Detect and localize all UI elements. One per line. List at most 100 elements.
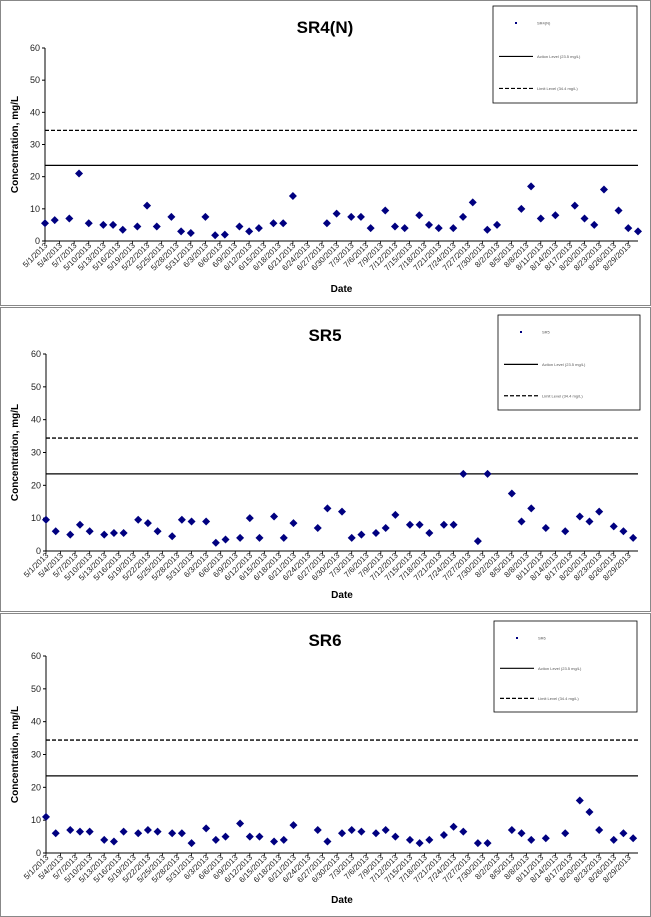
data-point [221, 535, 230, 544]
data-point [449, 822, 458, 831]
y-tick-label: 30 [31, 750, 41, 760]
data-point [51, 527, 60, 536]
data-point [425, 528, 434, 537]
data-point [347, 533, 356, 542]
data-point [211, 835, 220, 844]
data-point [270, 837, 279, 846]
data-point [405, 835, 414, 844]
data-point [202, 517, 211, 526]
data-point [459, 469, 468, 478]
legend-box [497, 314, 641, 411]
data-point [153, 527, 162, 536]
legend-marker [516, 637, 518, 639]
y-tick-label: 0 [36, 546, 41, 556]
data-point [75, 169, 84, 178]
data-point [536, 214, 545, 223]
data-point [119, 827, 128, 836]
data-point [425, 835, 434, 844]
data-point [220, 230, 229, 239]
chart-panel-sr5: SR5 SR5 Action Level (23.5 mg/L) Limit Leve… [0, 307, 651, 612]
data-point [609, 522, 618, 531]
data-point [221, 832, 230, 841]
data-point [541, 524, 550, 533]
data-point [168, 532, 177, 541]
data-point [619, 527, 628, 536]
data-point [279, 835, 288, 844]
data-point [517, 204, 526, 213]
data-point [323, 504, 332, 513]
data-point [338, 829, 346, 838]
data-point [279, 219, 288, 228]
data-point [109, 837, 118, 846]
data-point [236, 819, 245, 828]
data-point [211, 538, 220, 547]
data-point [595, 826, 604, 835]
y-tick-label: 20 [31, 480, 41, 490]
data-point [186, 228, 195, 237]
data-point [357, 530, 366, 539]
data-point [629, 834, 638, 843]
data-point [415, 211, 424, 220]
data-point [585, 807, 594, 816]
data-point [338, 507, 346, 516]
data-point [507, 826, 516, 835]
legend: SR4(N) Action Level (23.5 mg/L) Limit Leve… [492, 5, 638, 104]
legend-label: SR4(N) [537, 21, 551, 26]
data-point [66, 530, 75, 539]
y-tick-label: 20 [30, 172, 40, 182]
data-point [405, 520, 414, 529]
y-tick-label: 10 [31, 513, 41, 523]
legend-label: Action Level (23.5 mg/L) [542, 362, 586, 367]
data-point [468, 198, 477, 207]
data-point [391, 510, 400, 519]
x-axis-label: Date [331, 590, 353, 601]
data-point [84, 219, 93, 228]
data-point [609, 835, 618, 844]
y-tick-label: 10 [30, 204, 40, 214]
data-point [551, 211, 560, 220]
data-point [517, 517, 526, 526]
data-point [100, 835, 109, 844]
chart-sr4n: SR4(N) SR4(N) Action Level (23.5 mg/L) Limi… [10, 5, 642, 295]
legend-label: Limit Level (34.4 mg/L) [537, 86, 578, 91]
data-point [177, 227, 186, 236]
chart-title: SR5 [308, 326, 341, 345]
legend-label: Limit Level (34.4 mg/L) [542, 393, 583, 398]
data-point [85, 527, 94, 536]
data-point [50, 216, 59, 225]
data-point [332, 209, 341, 218]
data-point [202, 824, 211, 833]
data-point [473, 537, 482, 546]
data-point [245, 227, 254, 236]
data-point [415, 520, 424, 529]
data-point [424, 220, 433, 229]
data-point [347, 826, 356, 835]
data-point [381, 524, 390, 533]
legend-label: Action Level (23.5 mg/L) [538, 666, 582, 671]
data-point [381, 826, 390, 835]
data-point [371, 829, 380, 838]
y-tick-label: 50 [30, 75, 40, 85]
data-point [629, 533, 638, 542]
data-point [134, 515, 143, 524]
data-point [391, 832, 400, 841]
y-tick-label: 20 [31, 782, 41, 792]
data-point [100, 530, 109, 539]
data-point [236, 533, 245, 542]
y-tick-label: 50 [31, 684, 41, 694]
data-point [371, 528, 380, 537]
data-point [561, 527, 570, 536]
data-point [279, 533, 288, 542]
legend-box [493, 620, 638, 713]
data-point [255, 832, 264, 841]
data-point [65, 214, 74, 223]
y-tick-label: 30 [31, 448, 41, 458]
data-point [245, 514, 254, 523]
data-point [483, 469, 492, 478]
data-point [517, 829, 526, 838]
data-point [119, 528, 128, 537]
data-point [459, 827, 468, 836]
x-axis-label: Date [331, 895, 353, 906]
y-tick-label: 60 [31, 349, 41, 359]
data-point [541, 834, 550, 843]
